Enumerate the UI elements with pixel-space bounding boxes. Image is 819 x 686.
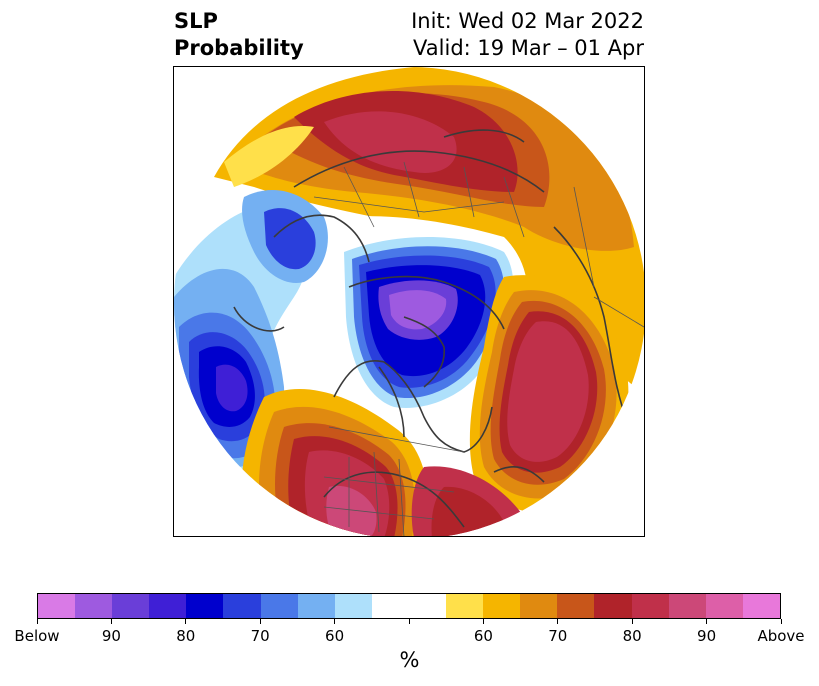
colorbar-swatch <box>520 594 558 618</box>
colorbar-tickmark <box>185 619 187 624</box>
colorbar-tick-label: Below <box>14 627 60 645</box>
colorbar-swatch <box>557 594 595 618</box>
colorbar-swatch <box>742 594 780 618</box>
colorbar-swatch <box>631 594 669 618</box>
colorbar-tick-label: 70 <box>250 627 270 645</box>
colorbar-swatch <box>408 594 447 618</box>
colorbar-tick-label: 90 <box>101 627 121 645</box>
colorbar-swatch <box>297 594 335 618</box>
valid-date: Valid: 19 Mar – 01 Apr <box>413 36 644 60</box>
colorbar-tickmark <box>706 619 708 624</box>
colorbar-tick-label: 80 <box>176 627 196 645</box>
title-line-2: Probability <box>174 36 304 60</box>
colorbar-tickmark <box>557 619 559 624</box>
colorbar-swatch <box>371 594 409 618</box>
colorbar-swatch <box>260 594 298 618</box>
colorbar-swatch <box>149 594 187 618</box>
colorbar-tick-label: 80 <box>622 627 642 645</box>
colorbar-swatch <box>668 594 706 618</box>
colorbar-swatch <box>334 594 372 618</box>
colorbar-swatch <box>705 594 743 618</box>
coastlines <box>233 129 630 528</box>
init-date: Init: Wed 02 Mar 2022 <box>411 9 644 33</box>
colorbar-tick-label: Above <box>757 627 805 645</box>
colorbar-tickmark <box>780 619 782 624</box>
anomaly-fields <box>174 67 644 536</box>
colorbar-swatch <box>75 594 113 618</box>
colorbar-tick-label: 60 <box>325 627 345 645</box>
colorbar-tick-label: 60 <box>473 627 493 645</box>
colorbar-tickmark <box>631 619 633 624</box>
chart-title: SLP Probability <box>174 8 304 62</box>
colorbar-units: % <box>399 648 420 672</box>
colorbar-tickmark <box>110 619 112 624</box>
colorbar <box>37 593 781 619</box>
colorbar-tickmark <box>259 619 261 624</box>
colorbar-swatch <box>223 594 261 618</box>
forecast-dates: Init: Wed 02 Mar 2022 Valid: 19 Mar – 01… <box>411 8 644 62</box>
colorbar-swatch <box>112 594 150 618</box>
polar-map <box>173 66 645 537</box>
colorbar-tickmark <box>334 619 336 624</box>
colorbar-tickmark <box>36 619 38 624</box>
title-line-1: SLP <box>174 9 218 33</box>
colorbar-tickmark <box>482 619 484 624</box>
colorbar-tick-label: 70 <box>548 627 568 645</box>
colorbar-swatch <box>594 594 632 618</box>
colorbar-swatch <box>483 594 521 618</box>
colorbar-tick-label: 90 <box>697 627 717 645</box>
colorbar-swatch <box>186 594 224 618</box>
colorbar-swatch <box>446 594 484 618</box>
borders <box>313 161 644 536</box>
probability-map-svg <box>174 67 644 536</box>
colorbar-tickmark <box>408 619 410 624</box>
colorbar-swatch <box>38 594 76 618</box>
